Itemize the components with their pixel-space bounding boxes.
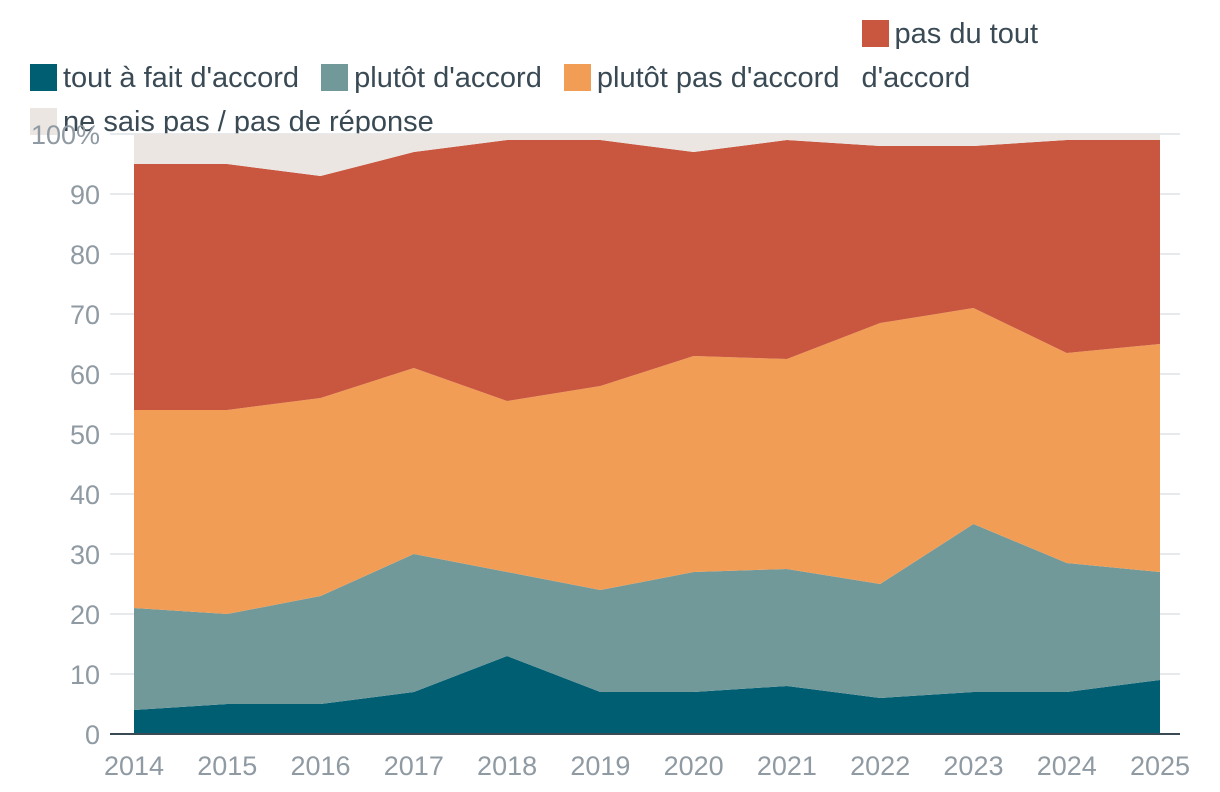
legend-label: plutôt pas d'accord [596,62,840,94]
y-axis-ticks: 0 10 20 30 40 50 60 70 80 90 100% [31,120,100,750]
y-tick-label: 70 [70,300,100,330]
area-series-2[interactable] [134,308,1160,614]
y-tick-label: 20 [70,600,100,630]
area-series-4[interactable] [134,134,1160,176]
x-tick-label: 2023 [943,751,1003,781]
legend-item-plutot-pas[interactable]: plutôt pas d'accord [563,56,840,100]
y-tick-label: 50 [70,420,100,450]
y-tick-label: 60 [70,360,100,390]
x-tick-label: 2021 [757,751,817,781]
y-tick-label: 100% [31,120,100,150]
x-tick-label: 2017 [384,751,444,781]
area-series-3[interactable] [134,140,1160,410]
area-series-0[interactable] [134,656,1160,734]
x-tick-label: 2025 [1130,751,1190,781]
y-tick-label: 40 [70,480,100,510]
y-tick-label: 80 [70,240,100,270]
legend-label: pas du tout [894,18,1039,50]
legend-item-tout-a-fait[interactable]: tout à fait d'accord [30,56,299,100]
legend-label: ne sais pas / pas de réponse [63,106,434,138]
y-tick-label: 0 [85,720,100,750]
legend-label: tout à fait d'accord [63,62,300,94]
x-tick-label: 2015 [197,751,257,781]
x-tick-label: 2014 [104,751,164,781]
x-tick-label: 2018 [477,751,537,781]
x-tick-label: 2016 [291,751,351,781]
area-series-1[interactable] [134,524,1160,710]
legend-label: plutôt d'accord [354,62,542,94]
legend-swatch [563,64,591,91]
legend: tout à fait d'accord plutôt d'accord plu… [30,12,1190,144]
y-tick-label: 10 [70,660,100,690]
x-tick-label: 2020 [664,751,724,781]
y-tick-label: 90 [70,180,100,210]
legend-item-plutot-accord[interactable]: plutôt d'accord [321,56,542,100]
x-tick-label: 2022 [850,751,910,781]
legend-swatch [321,64,349,91]
legend-swatch [861,20,889,47]
y-tick-label: 30 [70,540,100,570]
areas [134,134,1160,734]
legend-item-pas-du-tout[interactable]: pas du tout d'accord [861,12,1039,100]
legend-item-ne-sais-pas[interactable]: ne sais pas / pas de réponse [30,100,434,144]
legend-swatch [30,64,57,91]
x-tick-label: 2024 [1037,751,1097,781]
x-tick-label: 2019 [570,751,630,781]
legend-label-cont: d'accord [861,62,971,94]
x-axis-ticks: 2014 2015 2016 2017 2018 2019 2020 2021 2022 2023… [104,751,1190,781]
legend-swatch [30,108,57,135]
